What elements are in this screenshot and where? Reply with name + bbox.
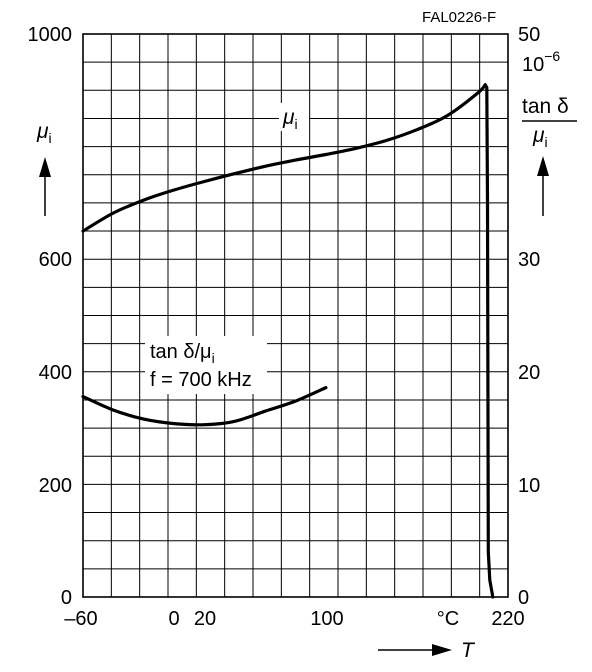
x-tick-labels: –60 0 20 100 °C 220: [64, 608, 524, 630]
tan-curve-label-line2: f = 700 kHz: [150, 369, 252, 391]
y-left-tick-600: 600: [39, 249, 72, 271]
y-right-tick-30: 30: [518, 249, 540, 271]
series-tan-delta-line: [81, 386, 328, 427]
y-right-axis-label-group: tan δ μi: [522, 95, 577, 216]
x-tick-100: 100: [310, 608, 343, 630]
y-left-axis-label: μi: [36, 120, 52, 146]
curves: [81, 83, 495, 599]
y-right-label-sub: i: [545, 134, 548, 150]
y-right-label-bottom: μi: [532, 124, 548, 150]
y-left-tick-labels: 1000 600 400 200 0: [28, 24, 73, 609]
series-mu-i-line: [81, 83, 495, 599]
tan-curve-label-line1: tan δ/μi: [150, 341, 215, 366]
y-right-label-mu: μ: [532, 124, 545, 147]
mu-curve-label-sub: i: [295, 116, 298, 132]
mu-curve-label-text: μi: [282, 106, 298, 132]
y-right-tick-50: 50: [518, 24, 540, 46]
y-left-axis-label-group: μi: [36, 120, 52, 216]
y-left-arrowhead: [39, 157, 51, 177]
y-right-scale-base: 10: [522, 54, 544, 76]
y-right-label-top: tan δ: [522, 95, 569, 118]
y-left-tick-0: 0: [61, 587, 72, 609]
x-tick-220: 220: [491, 608, 524, 630]
y-right-arrowhead: [537, 156, 549, 176]
y-left-label-sub: i: [49, 130, 52, 146]
y-right-scale-exp: −6: [544, 48, 560, 64]
tan-label-sub: i: [212, 350, 215, 366]
y-left-tick-200: 200: [39, 475, 72, 497]
mu-curve-label-bg: [279, 103, 309, 131]
mu-curve-label-mu: μ: [282, 106, 295, 129]
y-right-tick-20: 20: [518, 362, 540, 384]
y-left-tick-400: 400: [39, 362, 72, 384]
y-right-tick-labels: 50 30 20 10 0: [518, 24, 540, 609]
y-right-tick-0: 0: [518, 587, 529, 609]
y-left-tick-1000: 1000: [28, 24, 73, 46]
x-axis-label-group: T: [378, 639, 476, 662]
tan-label-tan: tan δ/μ: [150, 341, 212, 363]
x-tick-minus60: –60: [64, 608, 97, 630]
figure-id: FAL0226-F: [422, 9, 496, 26]
mu-curve-label: μi: [279, 103, 309, 132]
y-right-label-top-text: tan δ: [522, 95, 569, 118]
y-left-label-mu: μ: [36, 120, 49, 143]
x-tick-0: 0: [168, 608, 179, 630]
x-axis-label: T: [461, 639, 476, 662]
x-axis-arrowhead: [432, 644, 452, 656]
y-right-tick-10: 10: [518, 475, 540, 497]
tan-curve-label-bg: [145, 336, 267, 394]
x-unit-label: °C: [437, 608, 459, 630]
tan-curve-label: tan δ/μi f = 700 kHz: [145, 336, 267, 394]
plot-frame: [82, 33, 509, 598]
x-tick-20: 20: [194, 608, 216, 630]
y-right-scale: 10−6: [522, 48, 560, 76]
